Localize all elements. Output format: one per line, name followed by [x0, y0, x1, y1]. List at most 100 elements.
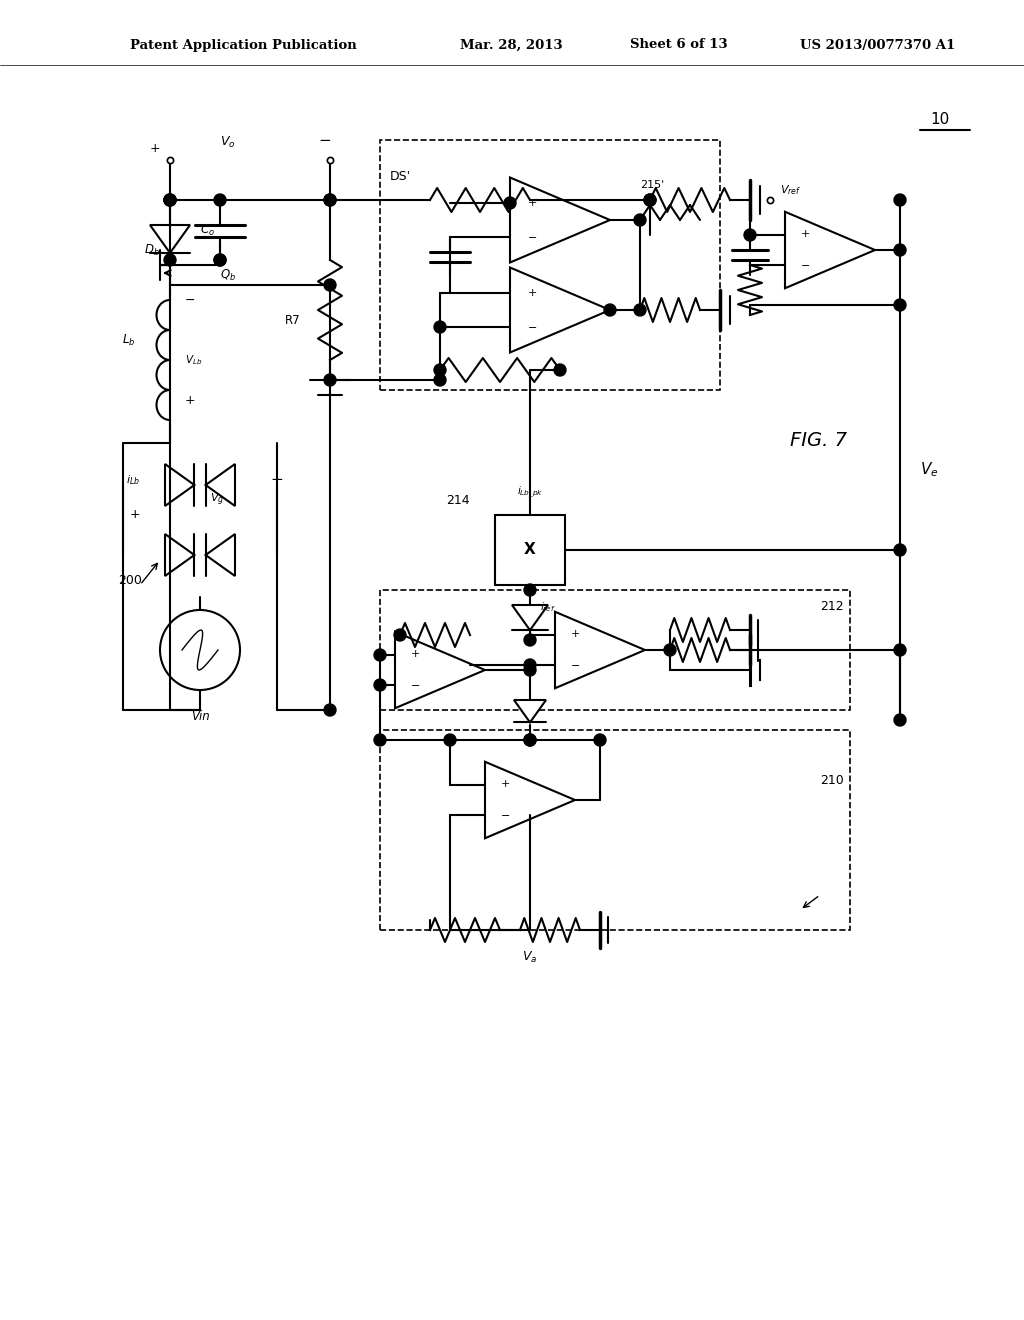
Text: +: +: [801, 230, 810, 239]
Circle shape: [644, 194, 656, 206]
Circle shape: [894, 244, 906, 256]
Circle shape: [324, 194, 336, 206]
Circle shape: [164, 194, 176, 206]
Circle shape: [434, 321, 446, 333]
Circle shape: [524, 664, 536, 676]
Text: $V_o$: $V_o$: [220, 135, 236, 150]
Text: $C_o$: $C_o$: [200, 223, 215, 238]
Circle shape: [324, 279, 336, 290]
Text: +: +: [411, 649, 420, 659]
Circle shape: [524, 734, 536, 746]
Text: −: −: [570, 661, 580, 671]
Polygon shape: [512, 605, 548, 630]
Text: −: −: [318, 133, 332, 148]
Text: $D_b$: $D_b$: [144, 243, 160, 257]
Text: Vin: Vin: [190, 710, 209, 723]
Text: 212: 212: [820, 601, 844, 612]
Circle shape: [894, 644, 906, 656]
Circle shape: [324, 704, 336, 715]
Circle shape: [634, 304, 646, 315]
Text: $V_e$: $V_e$: [920, 461, 938, 479]
Polygon shape: [510, 268, 610, 352]
Polygon shape: [555, 611, 645, 688]
Text: R7: R7: [285, 314, 300, 326]
Text: −: −: [185, 293, 196, 306]
Bar: [380, 140, 720, 389]
Text: −: −: [527, 232, 538, 243]
Polygon shape: [206, 535, 234, 576]
Text: +: +: [527, 198, 538, 207]
Circle shape: [324, 194, 336, 206]
Text: 214: 214: [446, 494, 470, 507]
Text: 210: 210: [820, 774, 844, 787]
Polygon shape: [514, 700, 546, 722]
Circle shape: [604, 304, 616, 315]
Polygon shape: [510, 177, 610, 263]
Polygon shape: [785, 211, 874, 288]
Polygon shape: [206, 465, 234, 506]
Polygon shape: [150, 224, 190, 253]
Circle shape: [214, 253, 226, 267]
Circle shape: [894, 194, 906, 206]
Text: +: +: [501, 779, 510, 789]
Polygon shape: [485, 762, 575, 838]
Text: DS': DS': [390, 170, 411, 183]
Circle shape: [324, 374, 336, 385]
Circle shape: [434, 364, 446, 376]
Text: −: −: [411, 681, 420, 690]
Text: +: +: [527, 288, 538, 297]
Text: 200: 200: [118, 573, 142, 586]
Circle shape: [164, 194, 176, 206]
Circle shape: [894, 714, 906, 726]
Circle shape: [524, 583, 536, 597]
Text: $i_{ref}$: $i_{ref}$: [540, 601, 556, 614]
Text: $V_a$: $V_a$: [522, 950, 538, 965]
Text: −: −: [801, 261, 810, 271]
Text: $Q_b$: $Q_b$: [220, 268, 237, 282]
Text: 10: 10: [930, 112, 949, 128]
Circle shape: [524, 659, 536, 671]
Bar: [380, 730, 850, 931]
Circle shape: [214, 194, 226, 206]
Circle shape: [524, 634, 536, 645]
Circle shape: [164, 194, 176, 206]
Circle shape: [214, 253, 226, 267]
Polygon shape: [165, 535, 195, 576]
Circle shape: [374, 678, 386, 690]
Circle shape: [394, 630, 406, 642]
Polygon shape: [395, 632, 485, 709]
Text: US 2013/0077370 A1: US 2013/0077370 A1: [800, 38, 955, 51]
Text: $V_g$: $V_g$: [210, 492, 224, 508]
Text: $i_{Lb\_pk}$: $i_{Lb\_pk}$: [517, 484, 543, 500]
Circle shape: [434, 374, 446, 385]
Bar: [380, 590, 850, 710]
Circle shape: [894, 300, 906, 312]
Text: FIG. 7: FIG. 7: [790, 430, 847, 450]
Circle shape: [744, 228, 756, 242]
Text: Mar. 28, 2013: Mar. 28, 2013: [460, 38, 562, 51]
Circle shape: [524, 734, 536, 746]
Text: $i_{Lb}$: $i_{Lb}$: [126, 473, 140, 487]
Circle shape: [554, 364, 566, 376]
Text: +: +: [150, 143, 161, 154]
Text: $V_{Lb}$: $V_{Lb}$: [185, 354, 203, 367]
Polygon shape: [165, 465, 195, 506]
Circle shape: [664, 644, 676, 656]
Text: 215': 215': [640, 180, 665, 190]
Text: Sheet 6 of 13: Sheet 6 of 13: [630, 38, 728, 51]
Text: −: −: [270, 473, 283, 487]
Text: −: −: [527, 322, 538, 333]
Circle shape: [644, 194, 656, 206]
Circle shape: [374, 734, 386, 746]
Text: $L_b$: $L_b$: [122, 333, 135, 347]
Circle shape: [504, 197, 516, 209]
Text: +: +: [185, 393, 196, 407]
Text: Patent Application Publication: Patent Application Publication: [130, 38, 356, 51]
Circle shape: [594, 734, 606, 746]
Circle shape: [894, 544, 906, 556]
Text: +: +: [570, 630, 580, 639]
Circle shape: [164, 253, 176, 267]
Bar: [495, 515, 565, 585]
Circle shape: [444, 734, 456, 746]
Text: X: X: [524, 543, 536, 557]
